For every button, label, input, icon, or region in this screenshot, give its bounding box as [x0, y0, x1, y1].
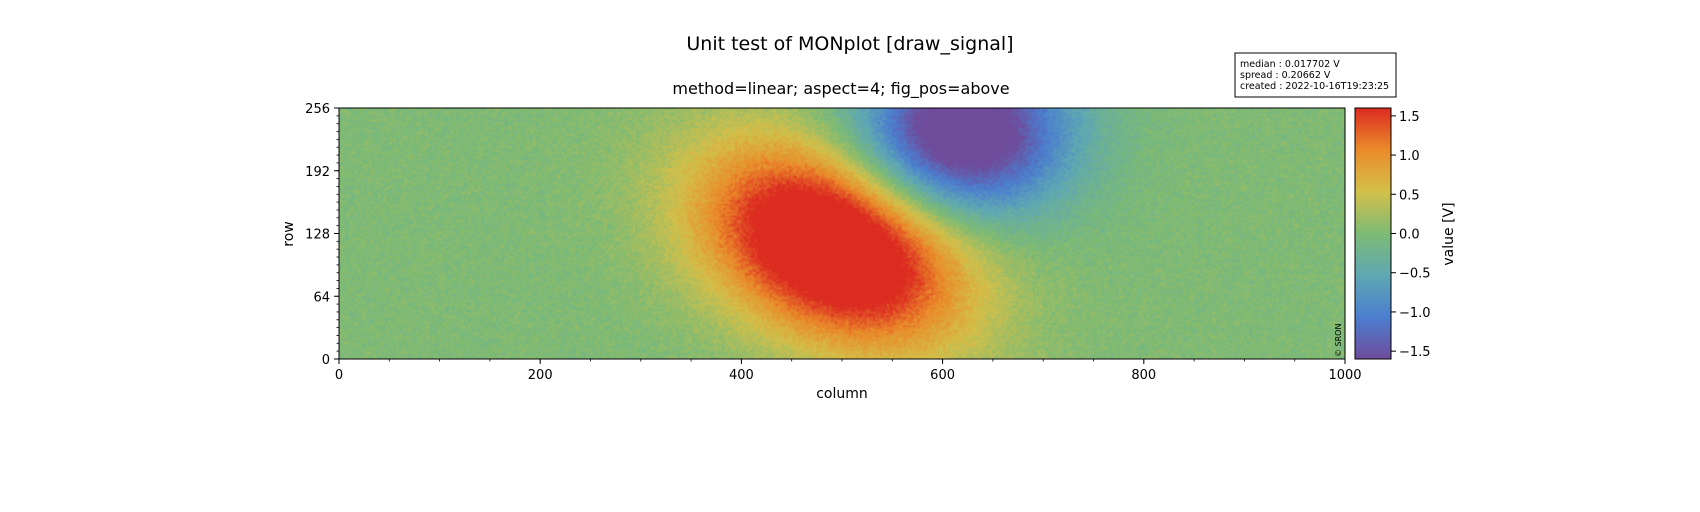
- colorbar-tick-label: −0.5: [1399, 267, 1431, 282]
- stats-created: created : 2022-10-16T19:23:25: [1240, 81, 1389, 92]
- y-tick-label: 128: [305, 228, 330, 243]
- x-tick-label: 600: [930, 368, 955, 383]
- colorbar-tick-label: 0.0: [1399, 228, 1420, 243]
- stats-spread: spread : 0.20662 V: [1240, 70, 1331, 81]
- heatmap-image: [339, 108, 1345, 359]
- x-tick-label: 800: [1131, 368, 1156, 383]
- copyright-label: © SRON: [1334, 324, 1343, 357]
- colorbar-tick-label: 1.0: [1399, 149, 1420, 164]
- colorbar-tick-label: 0.5: [1399, 188, 1420, 203]
- y-tick-label: 256: [305, 102, 330, 117]
- colorbar-tick-label: −1.0: [1399, 306, 1431, 321]
- colorbar-tick-label: −1.5: [1399, 345, 1431, 360]
- x-tick-label: 400: [729, 368, 754, 383]
- y-tick-label: 64: [313, 290, 330, 305]
- x-tick-label: 200: [528, 368, 553, 383]
- colorbar-label: value [V]: [1441, 202, 1457, 265]
- figure-title: Unit test of MONplot [draw_signal]: [686, 33, 1013, 55]
- y-axis-label: row: [281, 221, 297, 246]
- y-tick-label: 192: [305, 165, 330, 180]
- colorbar: [1355, 108, 1391, 359]
- stats-median: median : 0.017702 V: [1240, 59, 1340, 70]
- x-axis-label: column: [816, 386, 868, 402]
- y-tick-label: 0: [322, 353, 330, 368]
- axes-title: method=linear; aspect=4; fig_pos=above: [672, 79, 1009, 99]
- x-tick-label: 0: [335, 368, 343, 383]
- x-tick-label: 1000: [1328, 368, 1361, 383]
- colorbar-tick-label: 1.5: [1399, 110, 1420, 125]
- stats-box: median : 0.017702 V spread : 0.20662 V c…: [1235, 53, 1396, 97]
- heatmap-canvas: [339, 108, 1345, 359]
